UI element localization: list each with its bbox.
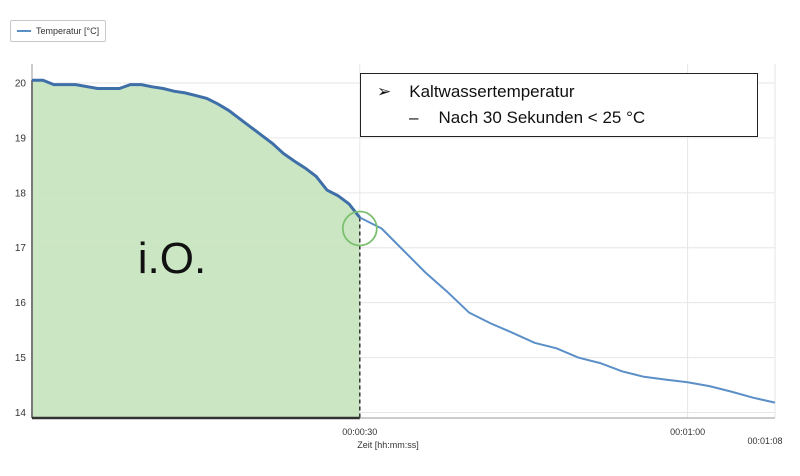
- threshold-marker-circle: [341, 210, 378, 247]
- y-tick-label: 19: [15, 133, 27, 144]
- legend-swatch: [17, 30, 31, 32]
- callout-heading: Kaltwassertemperatur: [409, 82, 575, 101]
- y-tick-label: 15: [15, 353, 27, 364]
- dash-bullet: –: [409, 108, 419, 127]
- marker-layer: [341, 210, 378, 247]
- x-tick-label: 00:01:08: [747, 436, 782, 446]
- legend-label: Temperatur [°C]: [36, 26, 100, 36]
- y-tick-label: 17: [15, 243, 27, 254]
- x-tick-label: 00:01:00: [670, 427, 705, 437]
- x-tick-label: 00:00:30: [342, 427, 377, 437]
- ok-region-label: i.O.: [138, 234, 206, 283]
- legend: Temperatur [°C]: [10, 20, 107, 42]
- y-tick-label: 20: [15, 78, 27, 89]
- ok-region-fill: [32, 80, 360, 418]
- y-tick-label: 18: [15, 188, 27, 199]
- temperature-line-ok-segment: [32, 78, 361, 219]
- arrow-bullet-icon: ➢: [377, 82, 392, 101]
- y-tick-label: 14: [15, 408, 27, 419]
- callout-detail: Nach 30 Sekunden < 25 °C: [438, 108, 646, 127]
- info-callout: ➢ Kaltwassertemperatur – Nach 30 Sekunde…: [360, 73, 758, 137]
- series-layer: [32, 78, 776, 404]
- y-tick-label: 16: [15, 298, 27, 309]
- x-axis-label: Zeit [hh:mm:ss]: [357, 440, 419, 450]
- axes: [31, 64, 775, 420]
- tick-labels: 14 15 16 17 18 19 20 00:00:30 00:01:00 00:01:08: [15, 78, 783, 446]
